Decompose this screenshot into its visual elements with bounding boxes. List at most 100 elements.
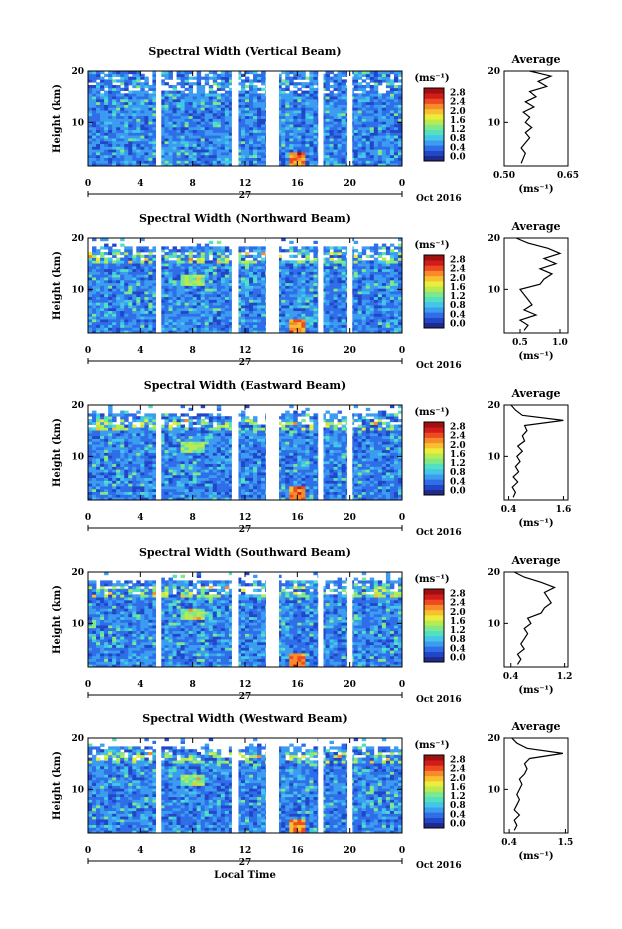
heatmap-cell xyxy=(240,302,246,306)
heatmap-cell xyxy=(88,282,93,286)
heatmap-cell xyxy=(361,73,367,77)
heatmap-cell xyxy=(164,257,169,261)
heatmap-cell xyxy=(381,152,387,156)
heatmap-cell xyxy=(208,140,214,145)
heatmap-cell xyxy=(176,157,181,161)
heatmap-cell xyxy=(365,135,371,139)
heatmap-cell xyxy=(196,330,202,334)
heatmap-cell xyxy=(325,129,330,133)
heatmap-cell xyxy=(216,87,222,91)
heatmap-cell xyxy=(168,138,173,142)
heatmap-cell xyxy=(397,296,403,300)
heatmap-cell xyxy=(261,107,266,111)
heatmap-cell xyxy=(365,71,371,75)
heatmap-cell xyxy=(100,260,105,264)
heatmap-cell xyxy=(289,313,294,317)
heatmap-cell xyxy=(172,157,177,161)
colorbar-unit: (ms⁻¹) xyxy=(414,73,449,84)
heatmap-cell xyxy=(128,98,133,103)
heatmap-cell xyxy=(160,254,165,258)
heatmap-cell xyxy=(369,254,375,258)
heatmap-cell xyxy=(120,115,125,119)
heatmap-cell xyxy=(152,327,157,331)
heatmap-cell xyxy=(88,104,93,108)
heatmap-cell xyxy=(168,316,173,320)
heatmap-cell xyxy=(357,291,363,295)
heatmap-cell xyxy=(92,238,97,242)
heatmap-cell xyxy=(389,129,395,133)
colorbar-segment xyxy=(424,114,444,120)
heatmap-cell xyxy=(361,160,367,164)
heatmap-cell xyxy=(261,149,266,153)
heatmap-cell xyxy=(172,277,177,281)
heatmap-cell xyxy=(128,160,133,164)
heatmap-cell xyxy=(208,93,214,97)
heatmap-cell xyxy=(132,98,137,103)
heatmap-cell xyxy=(381,101,387,105)
heatmap-cell xyxy=(140,316,145,320)
heatmap-cell xyxy=(333,160,338,164)
heatmap-cell xyxy=(341,265,347,270)
heatmap-cell xyxy=(333,305,338,309)
heatmap-cell xyxy=(108,282,113,286)
heatmap-cell xyxy=(353,299,359,303)
heatmap-cell xyxy=(285,96,290,100)
heatmap-cell xyxy=(261,73,266,77)
heatmap-cell xyxy=(313,279,318,284)
heatmap-cell xyxy=(212,271,218,275)
heatmap-cell xyxy=(285,132,290,136)
heatmap-cell xyxy=(289,279,294,284)
heatmap-cell xyxy=(329,138,334,142)
heatmap-cell xyxy=(325,274,330,278)
heatmap-cell xyxy=(100,291,105,295)
heatmap-cell xyxy=(172,87,177,91)
heatmap-cell xyxy=(100,124,105,128)
heatmap-cell xyxy=(365,271,371,275)
heatmap-cell xyxy=(160,126,165,131)
heatmap-cell xyxy=(140,163,145,167)
heatmap-cell xyxy=(397,138,403,142)
heatmap-cell xyxy=(329,152,334,156)
heatmap-cell xyxy=(224,121,230,125)
heatmap-cell xyxy=(245,302,250,306)
heatmap-cell xyxy=(196,104,202,108)
heatmap-cell xyxy=(309,324,314,328)
heatmap-cell xyxy=(277,73,282,77)
heatmap-cell xyxy=(285,260,290,264)
heatmap-cell xyxy=(309,154,314,159)
heatmap-cell xyxy=(152,129,157,133)
heatmap-cell xyxy=(253,104,258,108)
heatmap-cell xyxy=(188,249,194,253)
heatmap-cell xyxy=(329,126,334,131)
heatmap-cell xyxy=(385,285,391,289)
heatmap-cell xyxy=(361,112,367,117)
heatmap-cell xyxy=(337,265,343,270)
heatmap-cell xyxy=(313,96,318,100)
heatmap-cell xyxy=(180,319,186,323)
heatmap-cell xyxy=(353,143,359,147)
heatmap-cell xyxy=(285,263,290,267)
heatmap-cell xyxy=(393,79,399,83)
heatmap-cell xyxy=(236,115,242,119)
heatmap-cell xyxy=(309,271,314,275)
heatmap-cell xyxy=(128,107,133,111)
heatmap-cell xyxy=(289,321,294,326)
heatmap-cell xyxy=(120,96,125,100)
heatmap-cell xyxy=(196,163,202,167)
heatmap-cell xyxy=(325,73,330,77)
heatmap-cell xyxy=(180,152,186,156)
heatmap-cell xyxy=(160,140,165,145)
heatmap-cell xyxy=(389,84,395,89)
heatmap-cell xyxy=(192,124,198,128)
heatmap-cell xyxy=(212,79,218,83)
heatmap-cell xyxy=(112,138,117,142)
heatmap-cell xyxy=(224,296,230,300)
heatmap-cell xyxy=(253,163,258,167)
heatmap-cell xyxy=(96,149,101,153)
heatmap-cell xyxy=(152,157,157,161)
heatmap-cell xyxy=(172,330,177,334)
heatmap-cell xyxy=(353,118,359,122)
heatmap-cell xyxy=(152,316,157,320)
heatmap-cell xyxy=(297,251,302,256)
heatmap-cell xyxy=(309,149,314,153)
